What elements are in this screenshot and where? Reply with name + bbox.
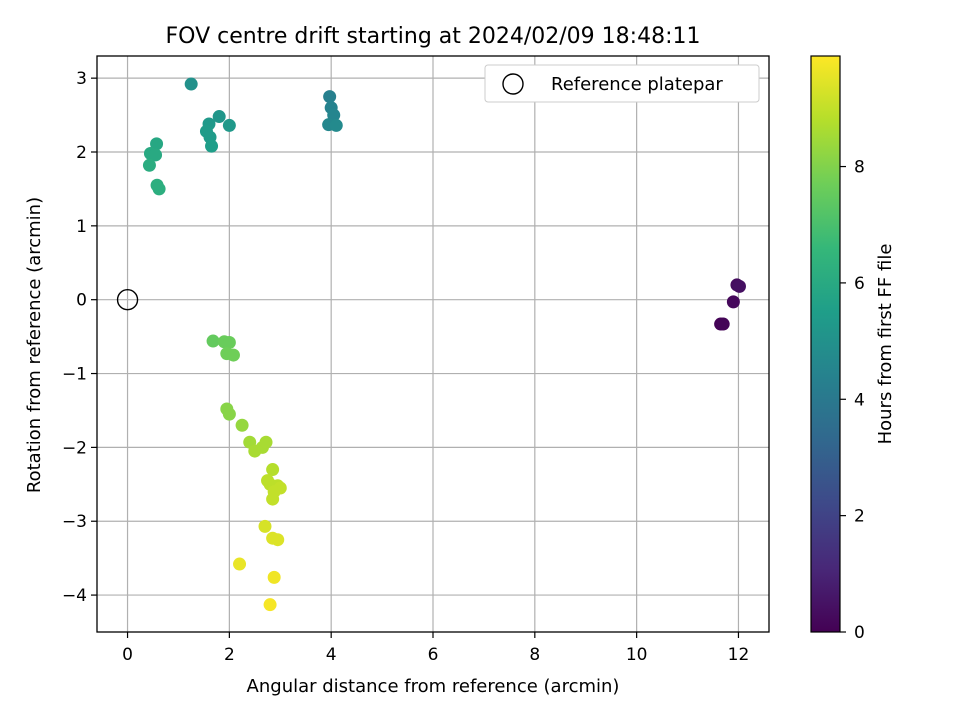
- y-tick-label: −1: [62, 365, 87, 385]
- x-tick-label: 0: [122, 645, 133, 665]
- legend-entry-reference: Reference platepar: [551, 74, 723, 95]
- y-tick-label: 3: [76, 69, 87, 89]
- scatter-point: [150, 137, 164, 151]
- x-tick-label: 4: [326, 645, 337, 665]
- colorbar-tick-label: 8: [854, 158, 865, 178]
- x-tick-label: 2: [224, 645, 235, 665]
- scatter-points: [142, 77, 746, 612]
- colorbar-gradient: [810, 55, 841, 633]
- scatter-point: [266, 492, 280, 506]
- colorbar-tick-label: 6: [854, 274, 865, 294]
- scatter-point: [222, 407, 236, 421]
- scatter-point: [327, 108, 341, 122]
- scatter-point: [271, 533, 285, 547]
- chart-title: FOV centre drift starting at 2024/02/09 …: [166, 24, 701, 49]
- scatter-point: [267, 570, 281, 584]
- scatter-point: [726, 295, 740, 309]
- colorbar-label: Hours from first FF file: [875, 244, 896, 445]
- x-axis-ticks: 0 2 4 6 8 10 12: [122, 632, 749, 665]
- scatter-point: [263, 598, 277, 612]
- colorbar: 0 2 4 6 8 Hours from first FF file: [810, 55, 896, 643]
- y-tick-label: 1: [76, 217, 87, 237]
- x-tick-label: 12: [728, 645, 750, 665]
- legend-box: [484, 64, 760, 103]
- legend: Reference platepar: [484, 64, 760, 103]
- scatter-point: [258, 519, 272, 533]
- colorbar-tick-label: 4: [854, 390, 865, 410]
- scatter-point: [222, 118, 236, 132]
- y-tick-label: −4: [62, 586, 87, 606]
- scatter-point: [222, 336, 236, 350]
- scatter-point: [732, 279, 746, 293]
- scatter-point: [716, 317, 730, 331]
- colorbar-tick-label: 0: [854, 623, 865, 643]
- x-tick-label: 6: [428, 645, 439, 665]
- y-tick-label: 2: [76, 143, 87, 163]
- scatter-point: [206, 334, 220, 348]
- scatter-point: [152, 182, 166, 196]
- grid-lines: [97, 56, 769, 632]
- scatter-point: [149, 148, 163, 162]
- scatter-point: [235, 418, 249, 432]
- reference-platepar-marker: [116, 288, 139, 311]
- x-tick-label: 8: [529, 645, 540, 665]
- scatter-point: [142, 158, 156, 172]
- scatter-point: [184, 77, 198, 91]
- reference-marker: [116, 288, 139, 311]
- scatter-point: [205, 139, 219, 153]
- y-axis-label: Rotation from reference (arcmin): [24, 197, 45, 493]
- y-axis-ticks: −4 −3 −2 −1 0 1 2 3: [62, 69, 97, 606]
- x-axis-label: Angular distance from reference (arcmin): [247, 676, 620, 697]
- y-tick-label: −3: [62, 512, 87, 532]
- scatter-point: [233, 557, 247, 571]
- y-tick-label: 0: [76, 291, 87, 311]
- scatter-point: [259, 435, 273, 449]
- scatter-point: [226, 348, 240, 362]
- y-tick-label: −2: [62, 438, 87, 458]
- legend-reference-marker: [502, 73, 524, 95]
- scatter-point: [323, 90, 337, 104]
- scatter-point: [266, 463, 280, 477]
- x-tick-label: 10: [626, 645, 648, 665]
- scatter-point: [329, 118, 343, 132]
- colorbar-ticks: 0 2 4 6 8: [840, 158, 865, 643]
- scatter-point: [212, 110, 226, 124]
- colorbar-tick-label: 2: [854, 507, 865, 527]
